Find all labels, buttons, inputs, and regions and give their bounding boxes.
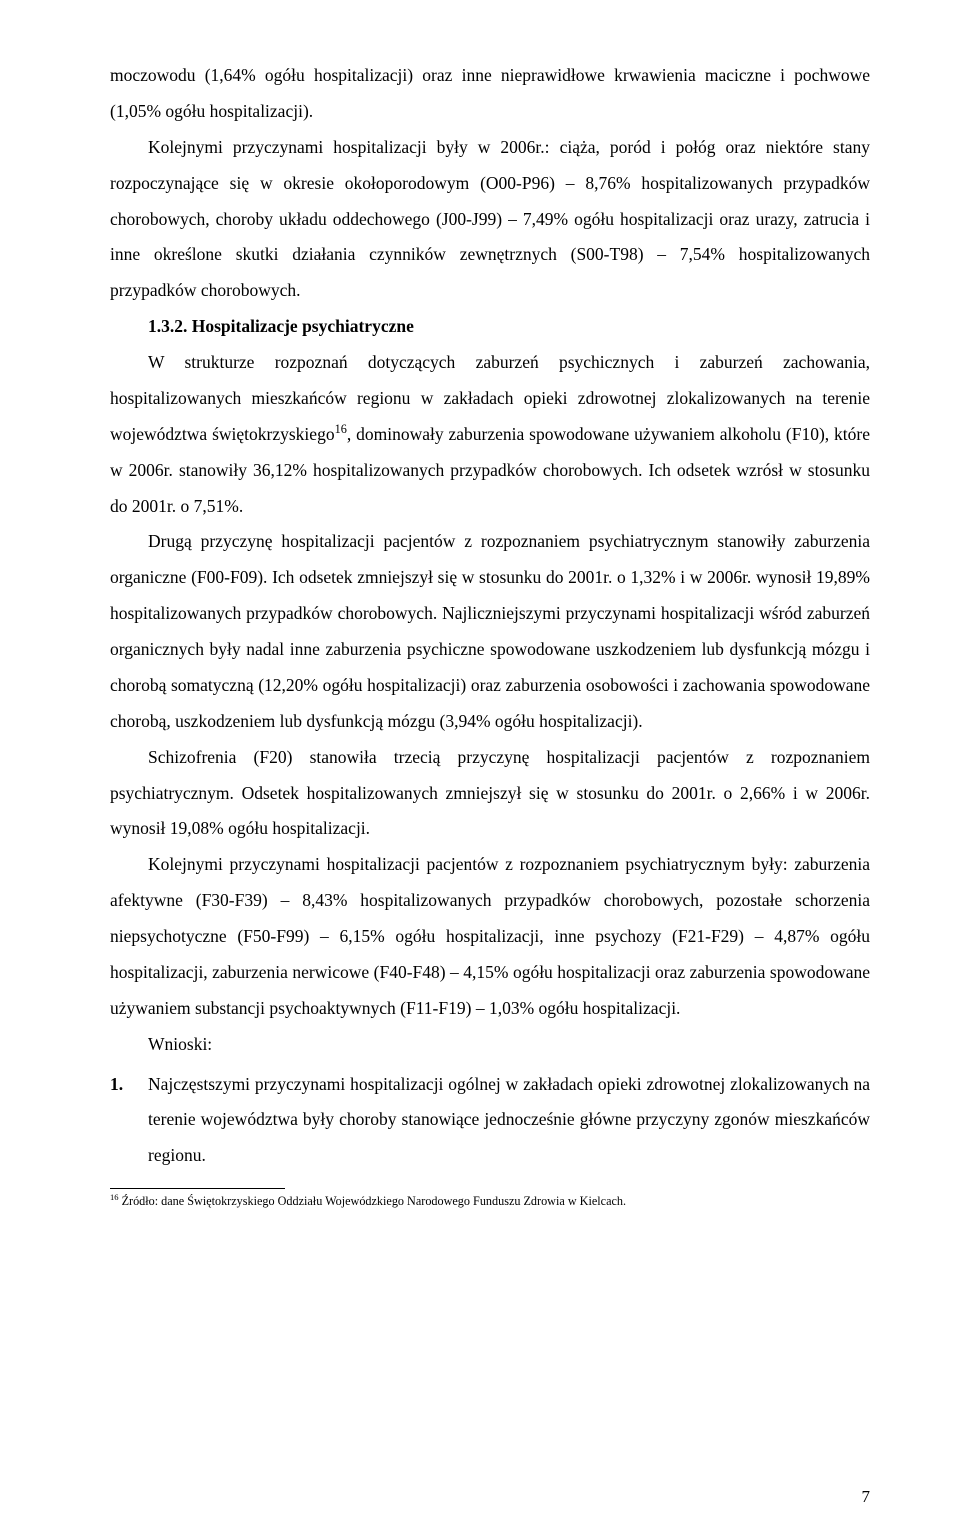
list-item-text: Najczęstszymi przyczynami hospitalizacji…	[148, 1067, 870, 1175]
paragraph: W strukturze rozpoznań dotyczących zabur…	[110, 345, 870, 524]
footnote: 16 Źródło: dane Świętokrzyskiego Oddział…	[110, 1193, 870, 1210]
paragraph: Schizofrenia (F20) stanowiła trzecią prz…	[110, 740, 870, 848]
footnote-number: 16	[110, 1192, 119, 1202]
paragraph: Kolejnymi przyczynami hospitalizacji pac…	[110, 847, 870, 1026]
page-number: 7	[862, 1487, 871, 1507]
section-heading-line: 1.3.2. Hospitalizacje psychiatryczne	[110, 309, 870, 345]
footnote-separator	[110, 1188, 285, 1189]
body-text-block: moczowodu (1,64% ogółu hospitalizacji) o…	[110, 58, 870, 1174]
document-page: moczowodu (1,64% ogółu hospitalizacji) o…	[0, 0, 960, 1537]
conclusions-label: Wnioski:	[110, 1027, 870, 1063]
list-item: 1. Najczęstszymi przyczynami hospitaliza…	[110, 1067, 870, 1175]
list-item-number: 1.	[110, 1067, 148, 1175]
paragraph: Drugą przyczynę hospitalizacji pacjentów…	[110, 524, 870, 739]
paragraph: moczowodu (1,64% ogółu hospitalizacji) o…	[110, 58, 870, 130]
paragraph: Kolejnymi przyczynami hospitalizacji był…	[110, 130, 870, 309]
footnote-text: Źródło: dane Świętokrzyskiego Oddziału W…	[119, 1194, 627, 1208]
section-heading: 1.3.2. Hospitalizacje psychiatryczne	[148, 316, 414, 336]
footnote-ref: 16	[335, 422, 347, 436]
